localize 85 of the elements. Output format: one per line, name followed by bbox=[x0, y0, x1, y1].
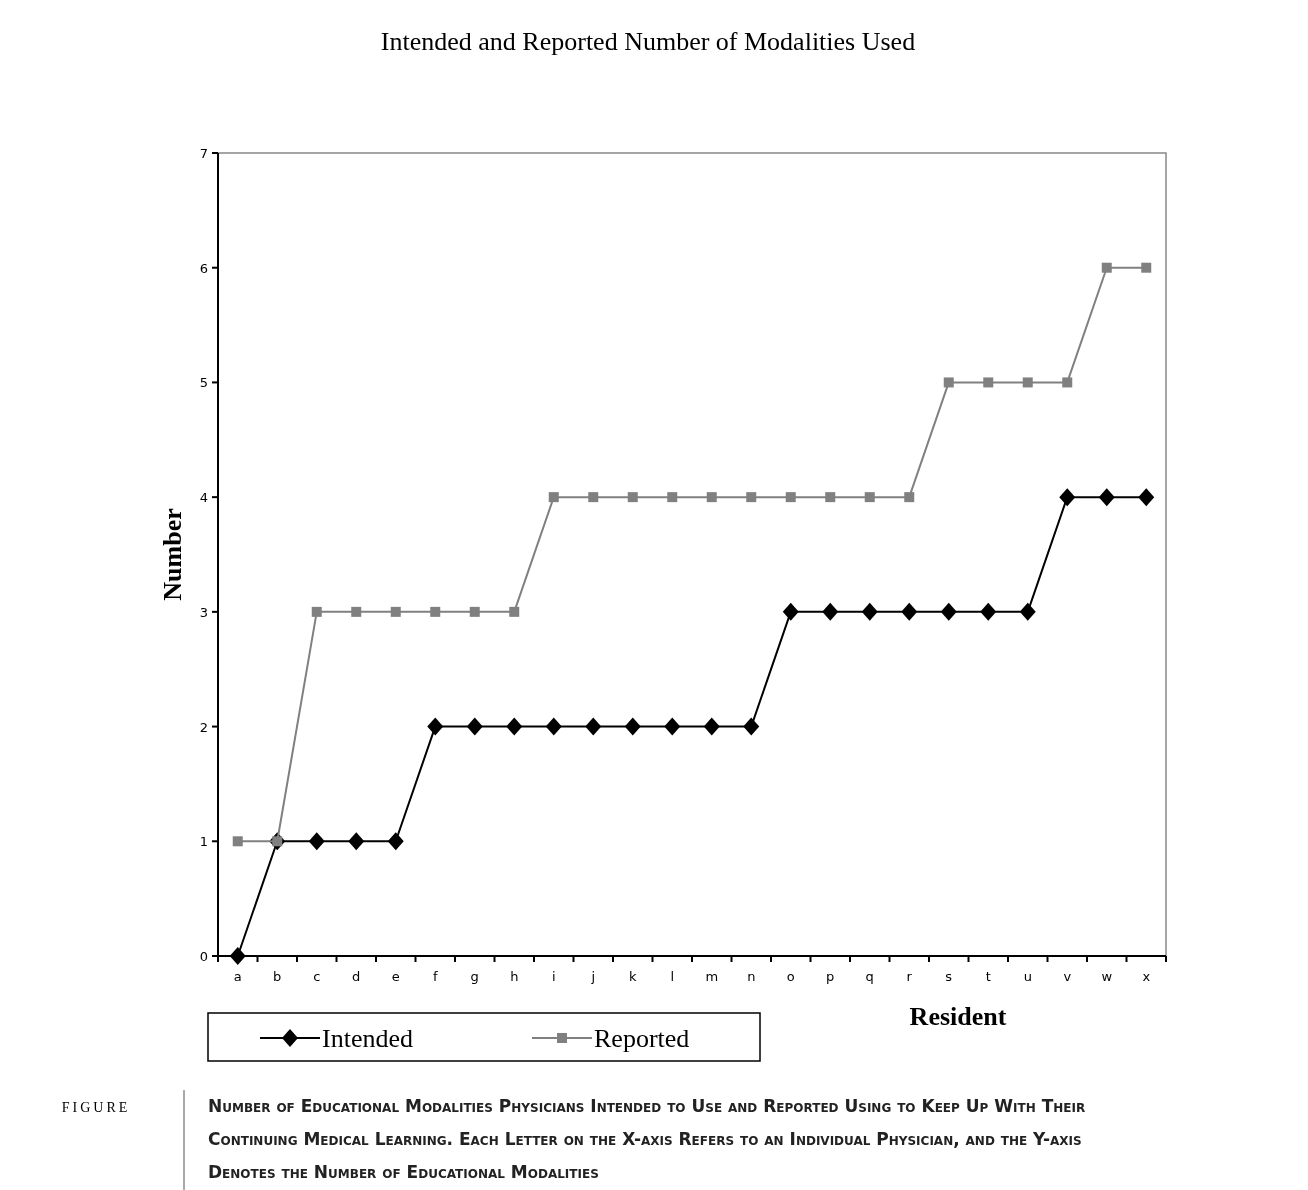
point bbox=[627, 492, 638, 503]
point bbox=[624, 717, 641, 736]
x-tick-label: q bbox=[865, 969, 874, 984]
point bbox=[746, 492, 757, 503]
point bbox=[585, 717, 602, 736]
point bbox=[387, 832, 404, 851]
point bbox=[509, 606, 520, 617]
point bbox=[427, 717, 444, 736]
x-tick-label: o bbox=[786, 969, 795, 984]
point bbox=[1141, 262, 1152, 273]
text: FIGURE bbox=[61, 1100, 131, 1115]
x-tick-label: r bbox=[906, 969, 913, 984]
point bbox=[430, 606, 441, 617]
x-tick-label: w bbox=[1101, 969, 1113, 984]
x-tick-label: l bbox=[670, 969, 675, 984]
point bbox=[390, 606, 401, 617]
point bbox=[861, 602, 878, 621]
point bbox=[548, 492, 559, 503]
point bbox=[466, 717, 483, 736]
y-axis-title: Number bbox=[158, 508, 187, 601]
point bbox=[469, 606, 480, 617]
x-tick-label: t bbox=[985, 969, 991, 984]
point bbox=[706, 492, 717, 503]
x-axis-title: Resident bbox=[909, 1002, 1007, 1031]
x-tick-label: v bbox=[1063, 969, 1072, 984]
x-tick-label: s bbox=[945, 969, 953, 984]
y-tick-label: 7 bbox=[199, 146, 208, 161]
point bbox=[980, 602, 997, 621]
point bbox=[782, 602, 799, 621]
point bbox=[232, 836, 243, 847]
x-tick-label: b bbox=[273, 969, 282, 984]
point bbox=[1101, 262, 1112, 273]
point bbox=[1098, 488, 1115, 507]
y-tick-label: 6 bbox=[199, 260, 208, 276]
text: Number of Educational Modalities Physicians Intended to Use and Reported Using to Keep Up With Their Continuing Medical Learning. Each Letter on the X-axis Refers to an Individual Physician, and the Y-axis Denotes the Number of Educational Modalities bbox=[208, 1096, 1086, 1182]
x-tick-label: u bbox=[1023, 969, 1032, 984]
point bbox=[864, 492, 875, 503]
x-tick-label: p bbox=[826, 969, 835, 984]
point bbox=[311, 606, 322, 617]
x-tick-label: i bbox=[551, 969, 556, 984]
x-tick-label: c bbox=[313, 969, 321, 984]
point bbox=[348, 832, 365, 851]
point bbox=[1019, 602, 1036, 621]
x-tick-label: a bbox=[233, 969, 242, 984]
x-tick-label: n bbox=[747, 969, 756, 984]
x-tick-label: f bbox=[432, 969, 438, 984]
y-tick-label: 5 bbox=[199, 375, 208, 391]
y-tick-label: 2 bbox=[199, 719, 208, 735]
point bbox=[1062, 377, 1073, 388]
point bbox=[901, 602, 918, 621]
point bbox=[351, 606, 362, 617]
point bbox=[588, 492, 599, 503]
legend-label: Intended bbox=[322, 1024, 413, 1053]
x-tick-label: d bbox=[352, 969, 361, 984]
chart-title: Intended and Reported Number of Modalities Used bbox=[380, 27, 916, 56]
point bbox=[822, 602, 839, 621]
x-tick-label: x bbox=[1142, 969, 1151, 984]
point bbox=[825, 492, 836, 503]
x-tick-label: h bbox=[510, 969, 519, 984]
point bbox=[904, 492, 915, 503]
y-tick-label: 0 bbox=[199, 949, 208, 964]
point bbox=[308, 832, 325, 851]
point bbox=[743, 717, 760, 736]
point bbox=[1138, 488, 1155, 507]
x-tick-label: k bbox=[628, 969, 637, 984]
y-tick-label: 3 bbox=[199, 604, 208, 620]
point bbox=[229, 947, 246, 965]
point bbox=[1059, 488, 1076, 507]
x-tick-label: g bbox=[470, 969, 479, 984]
point bbox=[664, 717, 681, 736]
x-tick-label: m bbox=[705, 969, 719, 984]
point bbox=[1022, 377, 1033, 388]
point bbox=[940, 602, 957, 621]
x-tick-label: e bbox=[391, 969, 400, 984]
point bbox=[943, 377, 954, 388]
point bbox=[703, 717, 720, 736]
point bbox=[667, 492, 678, 503]
point bbox=[545, 717, 562, 736]
y-tick-label: 4 bbox=[199, 490, 208, 506]
point bbox=[983, 377, 994, 388]
point bbox=[506, 717, 523, 736]
point bbox=[785, 492, 796, 503]
y-tick-label: 1 bbox=[199, 834, 208, 850]
legend-label: Reported bbox=[594, 1024, 690, 1053]
x-tick-label: j bbox=[590, 969, 596, 984]
